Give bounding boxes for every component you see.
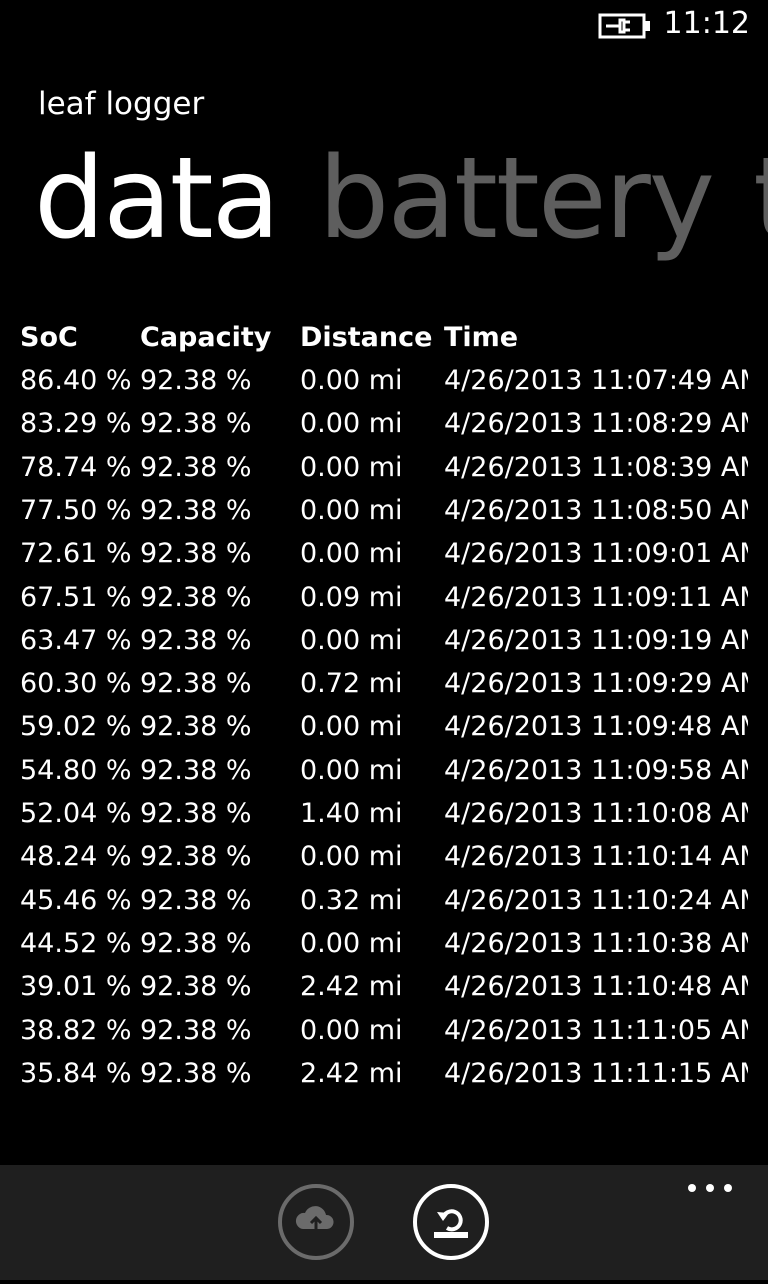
table-cell: 0.00 mi bbox=[300, 451, 403, 483]
column-header: Distance bbox=[300, 322, 433, 353]
pivot-item[interactable]: tra bbox=[753, 138, 768, 261]
table-cell: 0.00 mi bbox=[300, 408, 403, 440]
table-cell: 92.38 % bbox=[140, 798, 252, 829]
table-cell: 92.38 % bbox=[140, 711, 252, 743]
status-time: 11:12 bbox=[663, 6, 750, 41]
table-cell: 4/26/2013 11:11:05 AM bbox=[444, 1014, 748, 1046]
table-cell: 35.84 % bbox=[20, 1057, 132, 1089]
table-cell: 45.46 % bbox=[20, 884, 132, 916]
table-cell: 0.00 mi bbox=[300, 1014, 403, 1046]
column-header: Capacity bbox=[140, 322, 272, 353]
table-cell: 0.09 mi bbox=[300, 581, 403, 613]
table-cell: 63.47 % bbox=[20, 624, 132, 656]
table-cell: 0.00 mi bbox=[300, 538, 403, 570]
table-cell: 4/26/2013 11:09:11 AM bbox=[444, 581, 748, 613]
table-cell: 92.38 % bbox=[140, 971, 252, 1003]
column-header: Time bbox=[444, 322, 519, 353]
table-cell: 4/26/2013 11:10:08 AM bbox=[444, 798, 748, 829]
table-cell: 77.50 % bbox=[20, 494, 132, 526]
table-cell: 4/26/2013 11:09:58 AM bbox=[444, 754, 748, 786]
table-cell: 60.30 % bbox=[20, 668, 132, 700]
more-button[interactable] bbox=[688, 1184, 732, 1192]
pivot-header: data battery tra bbox=[34, 138, 768, 261]
table-cell: 78.74 % bbox=[20, 451, 132, 483]
pivot-item[interactable]: data bbox=[34, 138, 280, 262]
table-cell: 0.00 mi bbox=[300, 365, 403, 396]
table-cell: 92.38 % bbox=[140, 884, 252, 916]
upload-button[interactable] bbox=[278, 1184, 354, 1260]
table-cell: 4/26/2013 11:07:49 AM bbox=[444, 365, 748, 396]
table-cell: 92.38 % bbox=[140, 624, 252, 656]
table-cell: 4/26/2013 11:11:15 AM bbox=[444, 1057, 748, 1089]
table-cell: 59.02 % bbox=[20, 711, 132, 743]
table-cell: 44.52 % bbox=[20, 927, 132, 959]
table-cell: 4/26/2013 11:09:48 AM bbox=[444, 711, 748, 743]
table-cell: 2.42 mi bbox=[300, 1057, 403, 1089]
table-cell: 0.00 mi bbox=[300, 927, 403, 959]
table-cell: 1.40 mi bbox=[300, 798, 403, 829]
table-cell: 72.61 % bbox=[20, 538, 132, 570]
table-cell: 92.38 % bbox=[140, 581, 252, 613]
table-cell: 86.40 % bbox=[20, 365, 132, 396]
table-cell: 92.38 % bbox=[140, 927, 252, 959]
table-cell: 4/26/2013 11:08:29 AM bbox=[444, 408, 748, 440]
table-cell: 0.00 mi bbox=[300, 841, 403, 873]
table-cell: 92.38 % bbox=[140, 754, 252, 786]
app-bar bbox=[0, 1165, 768, 1280]
table-cell: 0.00 mi bbox=[300, 494, 403, 526]
table-cell: 4/26/2013 11:10:24 AM bbox=[444, 884, 748, 916]
data-table: SoC Capacity Distance Time 86.40 % 92.38 % 0.0… bbox=[20, 318, 748, 1098]
table-cell: 0.00 mi bbox=[300, 711, 403, 743]
table-cell: 39.01 % bbox=[20, 971, 132, 1003]
table-cell: 4/26/2013 11:09:29 AM bbox=[444, 668, 748, 700]
table-cell: 4/26/2013 11:08:50 AM bbox=[444, 494, 748, 526]
table-cell: 4/26/2013 11:09:01 AM bbox=[444, 538, 748, 570]
table-cell: 0.32 mi bbox=[300, 884, 403, 916]
table-cell: 92.38 % bbox=[140, 1057, 252, 1089]
table-cell: 54.80 % bbox=[20, 754, 132, 786]
table-cell: 92.38 % bbox=[140, 451, 252, 483]
table-cell: 67.51 % bbox=[20, 581, 132, 613]
app-bar-icons bbox=[278, 1184, 732, 1260]
app-title: leaf logger bbox=[38, 86, 205, 122]
table-cell: 52.04 % bbox=[20, 798, 132, 829]
table-cell: 92.38 % bbox=[140, 1014, 252, 1046]
table-cell: 92.38 % bbox=[140, 365, 252, 396]
table-cell: 0.00 mi bbox=[300, 624, 403, 656]
table-cell: 92.38 % bbox=[140, 841, 252, 873]
table-cell: 92.38 % bbox=[140, 538, 252, 570]
refresh-button[interactable] bbox=[413, 1184, 489, 1260]
table-cell: 0.72 mi bbox=[300, 668, 403, 700]
table-cell: 4/26/2013 11:10:14 AM bbox=[444, 841, 748, 873]
table-cell: 92.38 % bbox=[140, 668, 252, 700]
table-cell: 83.29 % bbox=[20, 408, 132, 440]
table-cell: 92.38 % bbox=[140, 408, 252, 440]
table-cell: 38.82 % bbox=[20, 1014, 132, 1046]
table-cell: 48.24 % bbox=[20, 841, 132, 873]
table-cell: 2.42 mi bbox=[300, 971, 403, 1003]
battery-icon bbox=[598, 13, 650, 39]
table-cell: 4/26/2013 11:10:38 AM bbox=[444, 927, 748, 959]
pivot-item[interactable]: battery bbox=[318, 138, 715, 262]
table-cell: 4/26/2013 11:09:19 AM bbox=[444, 624, 748, 656]
table-cell: 4/26/2013 11:08:39 AM bbox=[444, 451, 748, 483]
table-cell: 0.00 mi bbox=[300, 754, 403, 786]
column-header: SoC bbox=[20, 322, 78, 353]
table-cell: 4/26/2013 11:10:48 AM bbox=[444, 971, 748, 1003]
table-cell: 92.38 % bbox=[140, 494, 252, 526]
